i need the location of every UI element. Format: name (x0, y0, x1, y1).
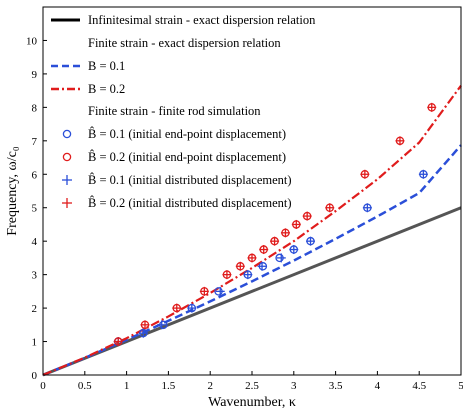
x-tick-label: 1 (124, 380, 130, 392)
legend-label-end01: B̂ = 0.1 (initial end-point displacement… (88, 127, 286, 141)
point-dist01 (157, 320, 167, 330)
legend-label-dist02: B̂ = 0.2 (initial distributed displaceme… (88, 196, 292, 210)
point-dist02 (113, 337, 123, 347)
y-tick-label: 3 (32, 270, 38, 282)
legend-label-dist01: B̂ = 0.1 (initial distributed displaceme… (88, 173, 292, 187)
x-tick-label: 3 (291, 380, 297, 392)
x-tick-label: 2.5 (245, 380, 259, 392)
y-tick-label: 0 (32, 370, 38, 382)
legend-label-b02: B = 0.2 (88, 82, 125, 96)
point-dist01 (187, 303, 197, 313)
y-tick-label: 6 (32, 169, 38, 181)
point-dist02 (172, 303, 182, 313)
legend-marker-end01 (62, 129, 72, 139)
point-dist01 (306, 236, 316, 246)
y-tick-label: 2 (32, 303, 38, 315)
y-tick-label: 5 (32, 203, 38, 215)
point-dist02 (235, 261, 245, 271)
y-tick-label: 8 (32, 102, 38, 114)
legend: Infinitesimal strain - exact dispersion … (51, 13, 316, 210)
legend-label-end02: B̂ = 0.2 (initial end-point displacement… (88, 150, 286, 164)
point-dist02 (325, 203, 335, 213)
x-axis-label: Wavenumber, κ (208, 395, 296, 410)
series-layer (42, 84, 462, 377)
legend-marker-dist02 (62, 198, 72, 208)
plot-area (43, 7, 461, 375)
legend-header-finite: Finite strain - exact dispersion relatio… (88, 36, 281, 50)
y-tick-label: 7 (32, 136, 38, 148)
x-tick-label: 5 (458, 380, 463, 392)
point-dist01 (138, 328, 148, 338)
x-tick-label: 1.5 (162, 380, 176, 392)
point-dist02 (222, 270, 232, 280)
point-dist02 (427, 102, 437, 112)
x-axis-ticks: 0 0.5 1 1.5 2 2.5 3 3.5 4 4.5 5 (40, 371, 463, 392)
point-dist02 (140, 320, 150, 330)
x-tick-label: 3.5 (329, 380, 343, 392)
y-tick-label: 9 (32, 69, 38, 81)
y-axis-ticks: 0 1 2 3 4 5 6 7 8 9 10 (26, 35, 47, 382)
legend-marker-dist01 (62, 175, 72, 185)
point-dist01 (257, 261, 267, 271)
x-tick-label: 4 (375, 380, 381, 392)
point-dist01 (289, 245, 299, 255)
point-dist01 (362, 203, 372, 213)
x-tick-label: 2 (207, 380, 213, 392)
legend-marker-end02 (62, 152, 72, 162)
point-dist01 (243, 270, 253, 280)
point-dist02 (199, 286, 209, 296)
legend-header-sim: Finite strain - finite rod simulation (88, 104, 261, 118)
x-tick-label: 4.5 (412, 380, 426, 392)
y-tick-label: 4 (32, 236, 38, 248)
point-dist01 (418, 169, 428, 179)
point-dist02 (291, 219, 301, 229)
point-dist02 (280, 228, 290, 238)
point-dist02 (247, 253, 257, 263)
series-b01-line (42, 144, 462, 377)
point-dist02 (259, 245, 269, 255)
series-b02-line (42, 84, 462, 377)
marker-layer (113, 102, 437, 347)
point-dist02 (360, 169, 370, 179)
y-tick-label: 10 (26, 35, 38, 47)
point-dist01 (276, 253, 286, 263)
y-axis-label: Frequency, ω/c₀ (5, 146, 20, 235)
x-tick-label: 0.5 (78, 380, 92, 392)
point-dist02 (395, 136, 405, 146)
legend-label-b01: B = 0.1 (88, 59, 125, 73)
point-dist02 (270, 236, 280, 246)
legend-label-infinitesimal: Infinitesimal strain - exact dispersion … (88, 13, 316, 27)
point-dist02 (302, 211, 312, 221)
point-dist01 (215, 286, 225, 296)
y-tick-label: 1 (32, 337, 38, 349)
x-tick-label: 0 (40, 380, 46, 392)
